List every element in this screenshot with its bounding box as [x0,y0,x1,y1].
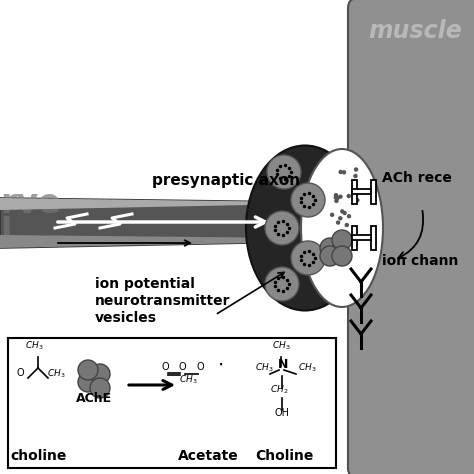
Text: $CH_3$: $CH_3$ [272,339,291,352]
Text: O: O [197,362,205,372]
Circle shape [291,183,325,217]
Circle shape [334,193,338,197]
Polygon shape [0,235,300,248]
Circle shape [340,209,345,214]
Circle shape [78,360,98,380]
Circle shape [78,372,98,392]
Text: AChE: AChE [76,392,112,405]
Circle shape [320,238,340,258]
Bar [352,189,371,194]
Text: l: l [0,216,11,249]
Circle shape [336,220,340,225]
Circle shape [265,211,299,245]
Circle shape [355,198,360,202]
Text: ion chann: ion chann [382,254,458,268]
Text: rve: rve [0,187,61,220]
FancyBboxPatch shape [348,0,474,474]
Circle shape [346,194,351,198]
Text: OH: OH [275,408,290,418]
Circle shape [90,378,110,398]
Text: O: O [162,362,170,372]
Text: O: O [17,368,25,378]
Circle shape [335,196,340,200]
Ellipse shape [301,149,383,307]
Text: $CH_3$: $CH_3$ [25,339,44,352]
FancyArrowPatch shape [398,211,423,258]
Text: $CH_3$: $CH_3$ [298,361,317,374]
Circle shape [347,214,351,219]
Text: $CH_3$: $CH_3$ [47,367,65,380]
Circle shape [354,167,358,172]
Circle shape [338,216,342,220]
Circle shape [338,170,343,174]
Polygon shape [0,198,300,248]
Text: $CH_3$: $CH_3$ [255,361,273,374]
Text: O: O [179,362,187,372]
Ellipse shape [246,146,364,310]
Text: presynaptic axon: presynaptic axon [152,173,300,188]
Bar [352,235,371,240]
Circle shape [90,364,110,384]
Text: $CH_3$: $CH_3$ [179,373,198,385]
Text: ion potential: ion potential [95,277,195,291]
Circle shape [320,246,340,266]
Circle shape [267,155,301,189]
Circle shape [342,170,346,174]
FancyBboxPatch shape [8,338,336,468]
Text: ACh rece: ACh rece [382,171,452,185]
Circle shape [332,246,352,266]
Text: choline: choline [10,449,66,463]
Circle shape [342,211,347,215]
Text: N: N [278,358,288,371]
Text: vesicles: vesicles [95,311,157,325]
Circle shape [345,223,349,227]
Text: $CH_2$: $CH_2$ [270,384,289,396]
Text: neurotransmitter: neurotransmitter [95,294,230,308]
Text: Choline: Choline [255,449,313,463]
Circle shape [338,194,343,199]
Text: muscle: muscle [368,19,462,43]
Bar [352,226,357,250]
Circle shape [291,241,325,275]
Circle shape [334,199,338,203]
Bar [352,180,357,204]
Polygon shape [0,198,300,210]
Text: $\cdot$: $\cdot$ [217,355,223,374]
Circle shape [353,174,358,178]
Text: Acetate: Acetate [178,449,239,463]
Bar [371,180,376,204]
Circle shape [330,213,334,217]
Circle shape [265,267,299,301]
Circle shape [332,230,352,250]
Bar [371,226,376,250]
Circle shape [334,195,338,200]
